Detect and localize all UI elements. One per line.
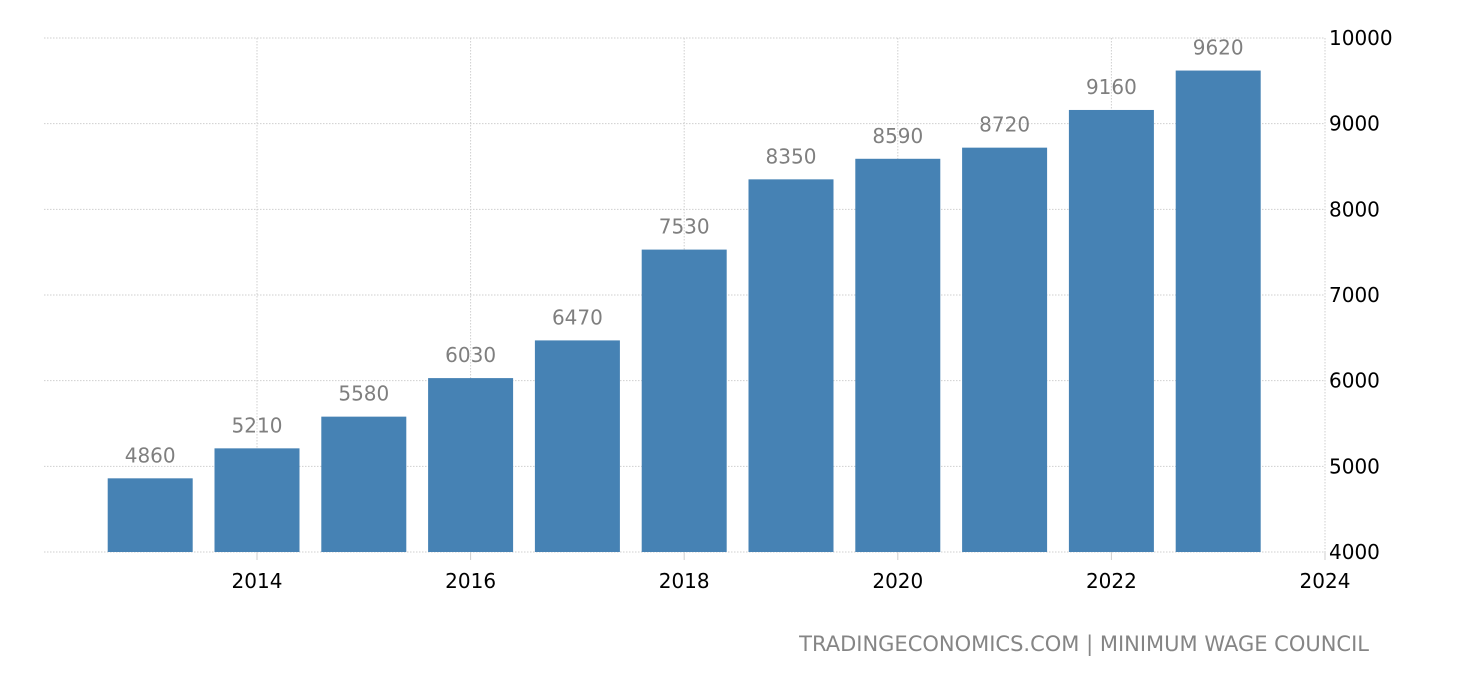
data-label: 8720 [979, 113, 1030, 137]
bar-2014 [214, 448, 300, 552]
y-tick-label: 10000 [1329, 26, 1393, 50]
x-axis: 2014 2016 2018 2020 2022 2024 [232, 552, 1351, 593]
data-label: 8590 [872, 124, 923, 148]
bar-2021 [962, 147, 1048, 553]
data-label: 9620 [1193, 36, 1244, 60]
data-label: 6030 [445, 343, 496, 367]
bar-2013 [107, 478, 193, 552]
y-tick-label: 5000 [1329, 454, 1380, 478]
x-tick-label: 2016 [445, 569, 496, 593]
data-label: 6470 [552, 305, 603, 329]
x-tick-label: 2022 [1086, 569, 1137, 593]
bar-2019 [748, 179, 834, 552]
data-label: 5210 [232, 413, 283, 437]
x-tick-label: 2024 [1300, 569, 1351, 593]
bar-2023 [1175, 70, 1261, 552]
y-axis: 4000 5000 6000 7000 8000 9000 10000 [1329, 26, 1393, 564]
data-label: 5580 [338, 382, 389, 406]
bars [107, 70, 1261, 553]
y-tick-label: 8000 [1329, 197, 1380, 221]
data-label: 7530 [659, 215, 710, 239]
bar-2015 [321, 416, 407, 552]
data-label: 8350 [766, 144, 817, 168]
x-tick-label: 2014 [232, 569, 283, 593]
y-tick-label: 9000 [1329, 112, 1380, 136]
y-tick-label: 4000 [1329, 540, 1380, 564]
x-tick-label: 2018 [659, 569, 710, 593]
bar-2020 [855, 158, 941, 553]
bar-2017 [534, 340, 620, 552]
source-credit: TRADINGECONOMICS.COM | MINIMUM WAGE COUN… [798, 632, 1369, 657]
data-labels: 4860 5210 5580 6030 6470 7530 8350 8590 8720 9160… [125, 36, 1244, 468]
bar-2022 [1068, 109, 1154, 553]
data-label: 9160 [1086, 75, 1137, 99]
data-label: 4860 [125, 443, 176, 467]
bar-2018 [641, 249, 727, 552]
y-tick-label: 7000 [1329, 283, 1380, 307]
bar-2016 [428, 378, 514, 552]
x-tick-label: 2020 [872, 569, 923, 593]
y-tick-label: 6000 [1329, 369, 1380, 393]
